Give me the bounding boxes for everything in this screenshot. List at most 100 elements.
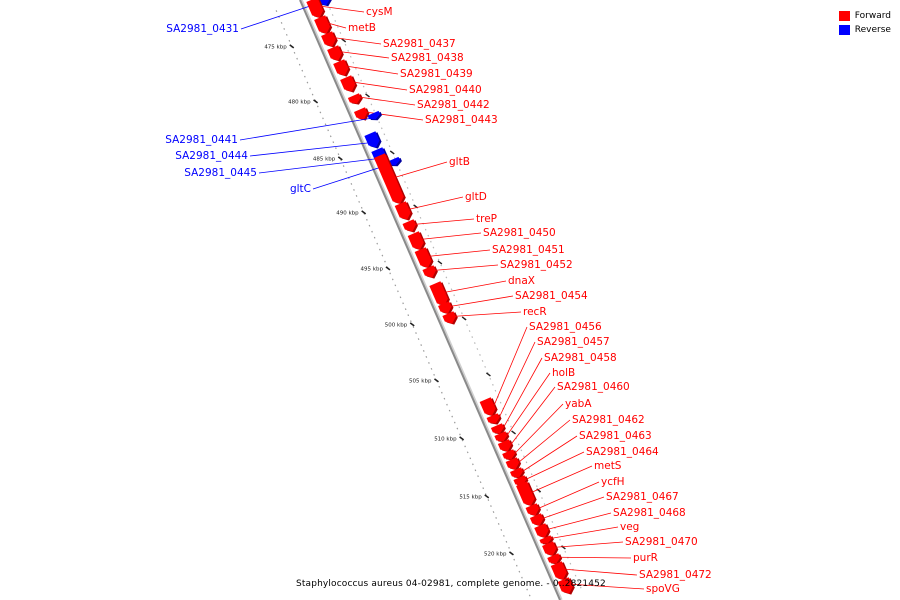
gene-cysm-glyph[interactable]: [306, 0, 324, 18]
gene-recr-leader: [455, 311, 522, 317]
gene-sa2981-0464-label[interactable]: SA2981_0464: [586, 446, 659, 458]
gene-sa2981-0440-label[interactable]: SA2981_0440: [409, 84, 482, 96]
gene-sa2981-0468-label[interactable]: SA2981_0468: [613, 507, 686, 519]
gene-trep-leader: [415, 218, 475, 225]
gene-sa2981-0457-label[interactable]: SA2981_0457: [537, 336, 610, 348]
gene-cysm-label[interactable]: cysM: [366, 6, 393, 18]
gene-sa2981-0450-label[interactable]: SA2981_0450: [483, 227, 556, 239]
gene-sa2981-0452-leader: [435, 264, 499, 271]
gene-purr-glyph[interactable]: [547, 553, 561, 564]
reverse-swatch: [838, 25, 850, 35]
gene-sa2981-0456-glyph[interactable]: [479, 397, 496, 416]
gene-sa2981-0458-glyph[interactable]: [490, 423, 504, 434]
gene-sa2981-0463-label[interactable]: SA2981_0463: [579, 430, 652, 442]
gene-recr-glyph[interactable]: [442, 311, 456, 324]
gene-sa2981-0462-glyph[interactable]: [505, 457, 520, 470]
gene-sa2981-0472-glyph[interactable]: [550, 561, 567, 580]
gene-metb-label[interactable]: metB: [348, 22, 376, 34]
gene-sa2981-0440-leader: [354, 81, 408, 91]
legend-label-forward: Forward: [854, 11, 891, 21]
gene-sa2981-0454-glyph[interactable]: [438, 301, 452, 314]
gene-ycfh-glyph[interactable]: [525, 503, 539, 516]
gene-trep-glyph[interactable]: [402, 219, 416, 232]
gene-gltb-label[interactable]: gltB: [449, 156, 470, 168]
gene-veg-glyph[interactable]: [539, 535, 552, 544]
gene-ycfh-leader: [538, 481, 600, 509]
gene-dnax-label[interactable]: dnaX: [508, 275, 535, 287]
tick-label: 515 kbp: [459, 494, 482, 500]
gene-holb-leader: [506, 372, 551, 436]
gene-sa2981-0444-label[interactable]: SA2981_0444: [175, 150, 248, 162]
tick-mark: [459, 436, 465, 441]
gene-sa2981-0463-leader: [522, 435, 578, 472]
gene-sa2981-0431-label[interactable]: SA2981_0431: [166, 23, 239, 35]
gene-mets-glyph[interactable]: [516, 481, 535, 506]
gene-sa2981-0450-glyph[interactable]: [407, 231, 424, 250]
gene-sa2981-0451-label[interactable]: SA2981_0451: [492, 244, 565, 256]
legend-item-reverse: Reverse: [838, 23, 891, 37]
gene-sa2981-0438-label[interactable]: SA2981_0438: [391, 52, 464, 64]
gene-sa2981-0454-label[interactable]: SA2981_0454: [515, 290, 588, 302]
gene-trep-label[interactable]: treP: [476, 213, 497, 225]
backbone-shadow: [299, 0, 563, 600]
tick-label: 490 kbp: [336, 210, 359, 216]
gene-sa2981-0439-glyph[interactable]: [333, 59, 349, 76]
gene-veg-label[interactable]: veg: [620, 521, 639, 533]
gene-spovg-glyph[interactable]: [557, 577, 573, 594]
gene-sa2981-0444-glyph[interactable]: [364, 131, 380, 148]
gene-sa2981-0440-glyph[interactable]: [340, 75, 356, 92]
gene-gltb-glyph[interactable]: [373, 153, 404, 204]
gene-sa2981-0441-glyph[interactable]: [367, 110, 380, 120]
gene-sa2981-0443-label[interactable]: SA2981_0443: [425, 114, 498, 126]
gene-sa2981-0460-glyph[interactable]: [497, 439, 512, 452]
gene-yaba-label[interactable]: yabA: [565, 398, 592, 410]
gene-sa2981-0437-glyph[interactable]: [321, 31, 336, 47]
gene-mets-label[interactable]: metS: [594, 460, 622, 472]
gene-sa2981-0456-label[interactable]: SA2981_0456: [529, 321, 602, 333]
gene-gltd-glyph[interactable]: [394, 201, 411, 220]
gene-sa2981-0443-glyph[interactable]: [353, 107, 368, 120]
gene-purr-label[interactable]: purR: [633, 552, 658, 564]
gene-sa2981-0467-label[interactable]: SA2981_0467: [606, 491, 679, 503]
gene-sa2981-0442-glyph[interactable]: [347, 93, 361, 104]
gene-sa2981-0437-label[interactable]: SA2981_0437: [383, 38, 456, 50]
gene-spovg-label[interactable]: spoVG: [646, 583, 680, 595]
gene-gltc-label[interactable]: gltC: [290, 183, 311, 195]
gene-yaba-glyph[interactable]: [502, 449, 516, 460]
tick-label: 480 kbp: [288, 99, 311, 105]
gene-sa2981-0463-glyph[interactable]: [509, 467, 523, 478]
gene-sa2981-0452-glyph[interactable]: [422, 265, 436, 278]
tick-mark-outer: [341, 38, 347, 43]
gene-sa2981-0451-glyph[interactable]: [414, 247, 432, 268]
gene-metb-glyph[interactable]: [314, 15, 331, 34]
gene-sa2981-0441-label[interactable]: SA2981_0441: [165, 134, 238, 146]
gene-sa2981-0445-label[interactable]: SA2981_0445: [184, 167, 257, 179]
gene-sa2981-0442-label[interactable]: SA2981_0442: [417, 99, 490, 111]
gene-gltd-leader: [409, 196, 464, 210]
gene-holb-glyph[interactable]: [494, 431, 508, 442]
forward-swatch: [838, 11, 850, 21]
gene-sa2981-0470-label[interactable]: SA2981_0470: [625, 536, 698, 548]
gene-gltd-label[interactable]: gltD: [465, 191, 487, 203]
gene-dnax-glyph[interactable]: [429, 281, 448, 306]
gene-sa2981-0462-label[interactable]: SA2981_0462: [572, 414, 645, 426]
tick-mark: [337, 156, 343, 161]
gene-sa2981-0439-label[interactable]: SA2981_0439: [400, 68, 473, 80]
gene-sa2981-0468-glyph[interactable]: [534, 523, 549, 538]
gene-sa2981-0472-leader: [565, 568, 638, 576]
gene-sa2981-0457-glyph[interactable]: [486, 413, 500, 424]
gene-purr-leader: [559, 556, 632, 559]
gene-sa2981-0460-label[interactable]: SA2981_0460: [557, 381, 630, 393]
genome-caption: Staphylococcus aureus 04-02981, complete…: [296, 579, 606, 589]
tick-mark: [313, 99, 319, 104]
gene-sa2981-0438-glyph[interactable]: [327, 45, 342, 61]
gene-sa2981-0472-label[interactable]: SA2981_0472: [639, 569, 712, 581]
gene-recr-label[interactable]: recR: [523, 306, 547, 318]
gene-sa2981-0470-glyph[interactable]: [542, 541, 557, 556]
gene-sa2981-0458-label[interactable]: SA2981_0458: [544, 352, 617, 364]
gene-sa2981-0452-label[interactable]: SA2981_0452: [500, 259, 573, 271]
gene-sa2981-0467-glyph[interactable]: [529, 513, 544, 526]
gene-ycfh-label[interactable]: ycfH: [601, 476, 625, 488]
legend-item-forward: Forward: [838, 9, 891, 23]
gene-holb-label[interactable]: holB: [552, 367, 575, 379]
